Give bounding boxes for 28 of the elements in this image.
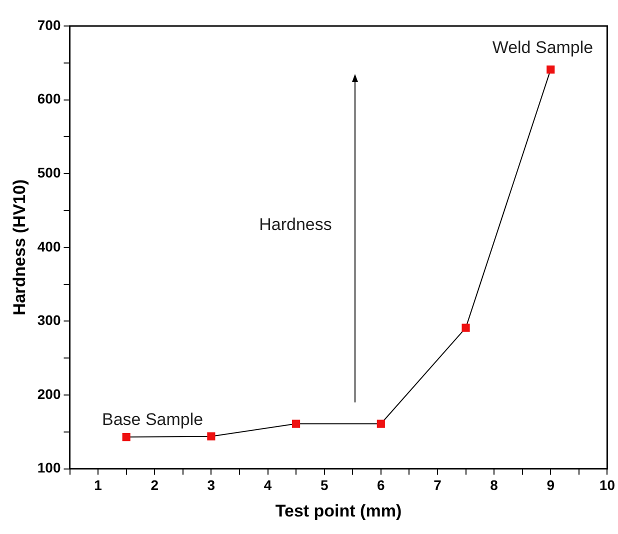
point bbox=[292, 420, 300, 428]
annotation: Weld Sample bbox=[492, 38, 594, 57]
x-tick-label: 4 bbox=[264, 477, 272, 494]
annotation: Hardness bbox=[259, 214, 332, 234]
y-tick-label: 200 bbox=[37, 386, 61, 402]
x-tick-label: 8 bbox=[490, 477, 498, 494]
x-tick-label: 10 bbox=[599, 477, 616, 494]
x-tick-label: 6 bbox=[377, 477, 386, 494]
y-tick-label: 600 bbox=[37, 90, 61, 107]
x-tick-label: 2 bbox=[150, 477, 159, 494]
point bbox=[376, 420, 385, 428]
point bbox=[207, 432, 216, 440]
x-tick-label: 5 bbox=[320, 477, 328, 494]
point bbox=[462, 324, 470, 332]
x-tick-label: 9 bbox=[546, 477, 555, 494]
annotation: Base Sample bbox=[102, 410, 204, 429]
point bbox=[546, 66, 555, 74]
x-tick-label: 7 bbox=[434, 477, 442, 494]
y-tick-label: 300 bbox=[37, 312, 61, 328]
y-tick-label: 500 bbox=[37, 164, 61, 180]
point bbox=[122, 433, 130, 442]
x-tick-label: 1 bbox=[94, 477, 102, 494]
x-tick-label: 3 bbox=[207, 477, 216, 494]
y-tick-label: 700 bbox=[37, 16, 61, 33]
x-axis-title: Test point (mm) bbox=[275, 501, 402, 520]
y-tick-label: 400 bbox=[37, 238, 61, 254]
y-axis-title: Hardness (HV10) bbox=[10, 179, 29, 316]
y-tick-label: 100 bbox=[37, 460, 61, 476]
